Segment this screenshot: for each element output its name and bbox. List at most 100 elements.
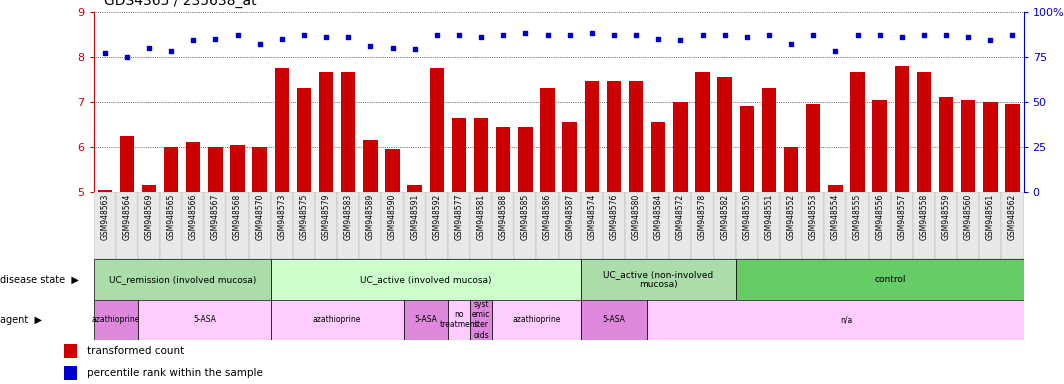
Bar xyxy=(758,192,780,259)
Bar xyxy=(581,300,647,340)
Text: GSM948578: GSM948578 xyxy=(698,194,706,240)
Point xyxy=(871,32,888,38)
Text: GSM948592: GSM948592 xyxy=(432,194,442,240)
Point xyxy=(761,32,778,38)
Bar xyxy=(496,127,511,192)
Bar xyxy=(297,88,311,192)
Bar xyxy=(895,66,909,192)
Point xyxy=(605,32,622,38)
Bar xyxy=(94,192,116,259)
Bar xyxy=(669,192,692,259)
Text: azathioprine: azathioprine xyxy=(92,315,140,324)
Bar xyxy=(1005,104,1019,192)
Text: GSM948570: GSM948570 xyxy=(255,194,264,240)
Bar xyxy=(426,192,448,259)
Text: GSM948566: GSM948566 xyxy=(188,194,198,240)
Bar xyxy=(1001,192,1024,259)
Text: GSM948556: GSM948556 xyxy=(876,194,884,240)
Text: GSM948567: GSM948567 xyxy=(211,194,220,240)
Text: no
treatment: no treatment xyxy=(439,310,479,329)
Bar xyxy=(138,192,160,259)
Bar xyxy=(584,81,599,192)
Point xyxy=(406,46,423,53)
Bar xyxy=(182,192,204,259)
Point xyxy=(694,32,711,38)
Text: GSM948577: GSM948577 xyxy=(454,194,464,240)
Bar xyxy=(695,73,710,192)
Bar xyxy=(651,122,665,192)
Bar xyxy=(138,300,270,340)
Bar xyxy=(868,192,891,259)
Bar xyxy=(270,192,293,259)
Bar xyxy=(209,147,222,192)
Bar xyxy=(452,118,466,192)
Text: GSM948590: GSM948590 xyxy=(388,194,397,240)
Text: GSM948565: GSM948565 xyxy=(167,194,176,240)
Text: syst
emic
ster
oids: syst emic ster oids xyxy=(472,300,491,340)
Point xyxy=(517,30,534,36)
Text: GSM948555: GSM948555 xyxy=(853,194,862,240)
Point xyxy=(561,32,578,38)
Bar xyxy=(828,185,843,192)
Text: GSM948584: GSM948584 xyxy=(653,194,663,240)
Text: GSM948569: GSM948569 xyxy=(145,194,153,240)
Bar xyxy=(847,192,868,259)
Text: transformed count: transformed count xyxy=(87,346,184,356)
Bar xyxy=(581,192,603,259)
Text: azathioprine: azathioprine xyxy=(512,315,561,324)
Text: GDS4365 / 235638_at: GDS4365 / 235638_at xyxy=(104,0,256,8)
Point xyxy=(894,34,911,40)
Bar xyxy=(983,102,998,192)
Bar xyxy=(850,73,865,192)
Bar xyxy=(360,192,382,259)
Bar xyxy=(629,81,644,192)
Text: GSM948589: GSM948589 xyxy=(366,194,375,240)
Text: azathioprine: azathioprine xyxy=(313,315,362,324)
Bar xyxy=(917,73,931,192)
Bar xyxy=(717,77,732,192)
Text: GSM948588: GSM948588 xyxy=(499,194,508,240)
Bar xyxy=(94,300,138,340)
Bar xyxy=(227,192,249,259)
Point xyxy=(716,32,733,38)
Point xyxy=(384,45,401,51)
Text: GSM948576: GSM948576 xyxy=(610,194,618,240)
Bar xyxy=(807,104,820,192)
Text: GSM948586: GSM948586 xyxy=(543,194,552,240)
Bar xyxy=(559,192,581,259)
Text: percentile rank within the sample: percentile rank within the sample xyxy=(87,368,263,378)
Text: GSM948575: GSM948575 xyxy=(299,194,309,240)
Point xyxy=(671,37,688,43)
Bar xyxy=(518,127,533,192)
Bar xyxy=(606,81,621,192)
Bar xyxy=(979,192,1001,259)
Text: GSM948583: GSM948583 xyxy=(344,194,353,240)
Text: GSM948563: GSM948563 xyxy=(100,194,110,240)
Text: n/a: n/a xyxy=(841,315,852,324)
Bar xyxy=(64,344,77,358)
Bar xyxy=(403,300,448,340)
Point xyxy=(140,45,157,51)
Bar xyxy=(448,192,470,259)
Point xyxy=(539,32,556,38)
Bar xyxy=(674,102,687,192)
Text: GSM948572: GSM948572 xyxy=(676,194,685,240)
Point xyxy=(849,32,866,38)
Text: GSM948562: GSM948562 xyxy=(1008,194,1017,240)
Point xyxy=(827,48,844,54)
Point xyxy=(118,53,135,60)
Text: GSM948580: GSM948580 xyxy=(632,194,641,240)
Bar xyxy=(64,366,77,379)
Point xyxy=(450,32,467,38)
Bar xyxy=(186,142,200,192)
Bar xyxy=(581,259,735,300)
Bar xyxy=(514,192,536,259)
Text: agent  ▶: agent ▶ xyxy=(0,314,41,325)
Bar xyxy=(603,192,625,259)
Text: GSM948587: GSM948587 xyxy=(565,194,575,240)
Text: GSM948559: GSM948559 xyxy=(942,194,950,240)
Bar xyxy=(119,136,134,192)
Bar xyxy=(270,300,403,340)
Bar xyxy=(408,185,422,192)
Text: UC_active (non-involved
mucosa): UC_active (non-involved mucosa) xyxy=(603,270,713,289)
